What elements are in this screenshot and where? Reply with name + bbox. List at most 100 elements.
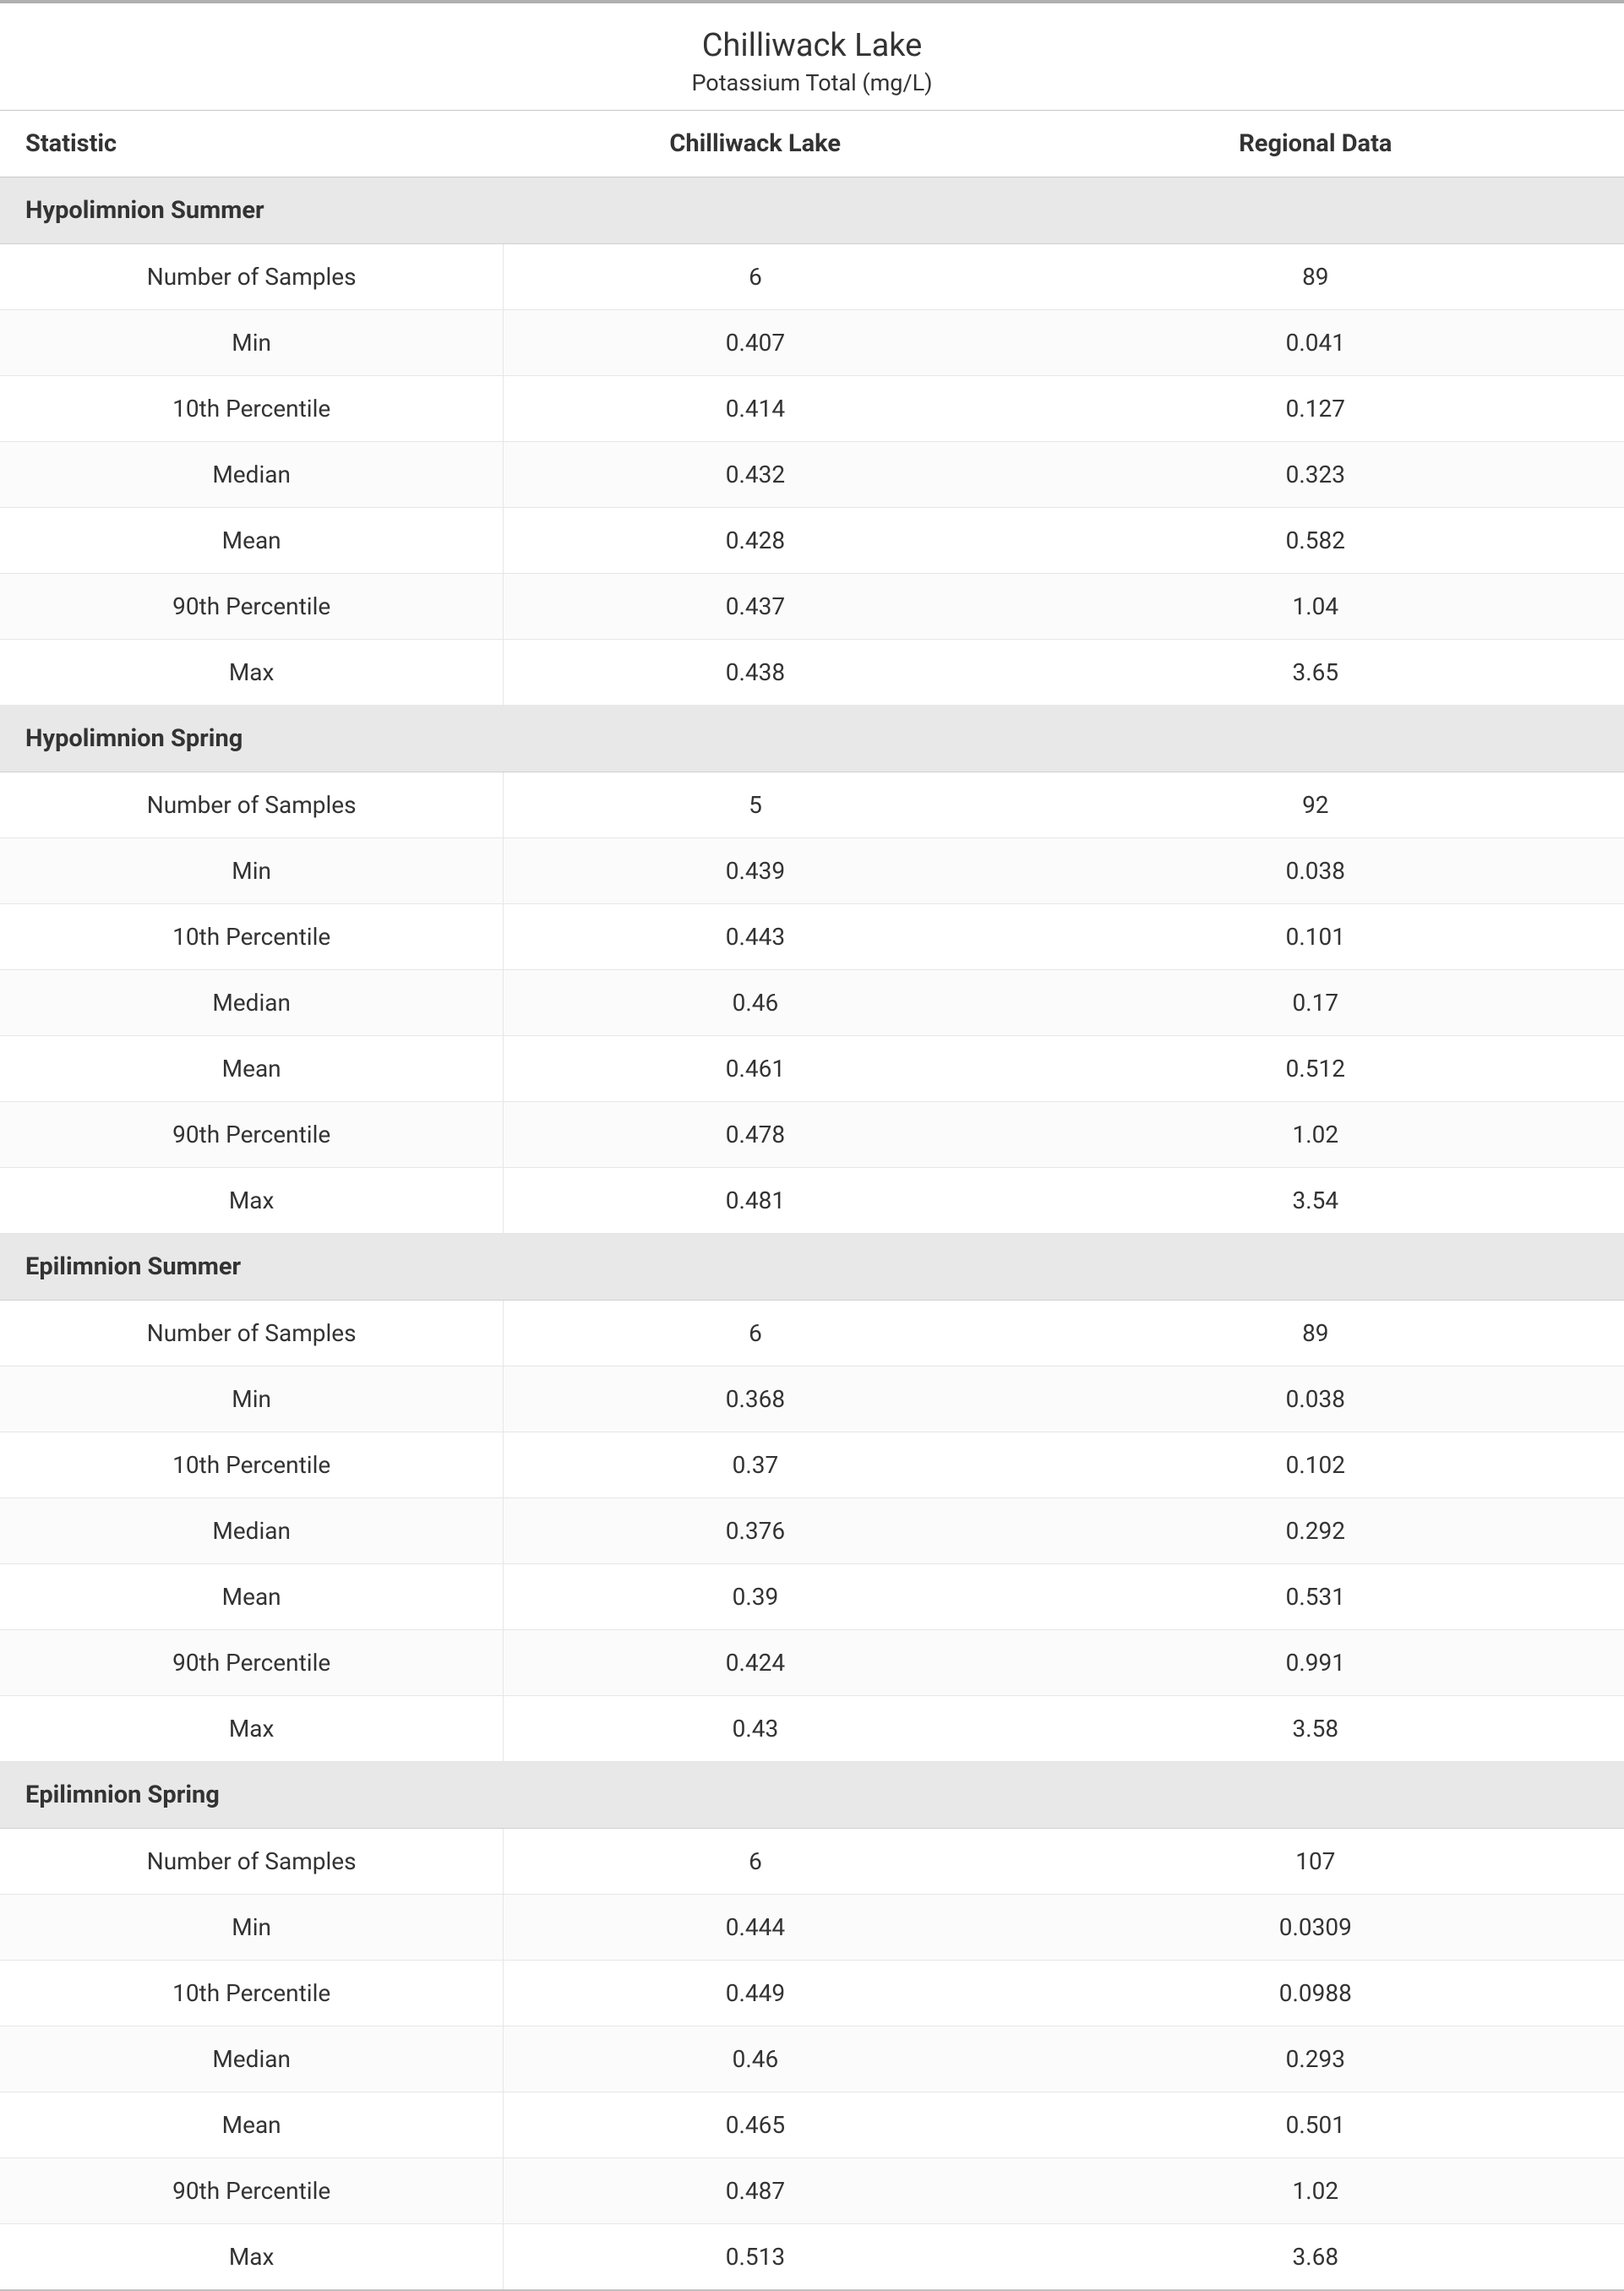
section-header: Epilimnion Spring xyxy=(0,1762,1624,1829)
table-row: Max0.433.58 xyxy=(0,1696,1624,1762)
site-value: 0.449 xyxy=(504,1961,1007,2026)
regional-value: 1.02 xyxy=(1007,2158,1624,2224)
table-row: Median0.3760.292 xyxy=(0,1498,1624,1564)
table-row: 10th Percentile0.4490.0988 xyxy=(0,1961,1624,2026)
stat-label: 10th Percentile xyxy=(0,1961,504,2026)
table-row: Min0.3680.038 xyxy=(0,1366,1624,1432)
regional-value: 89 xyxy=(1007,244,1624,310)
site-value: 6 xyxy=(504,244,1007,310)
stat-label: Max xyxy=(0,1696,504,1762)
site-value: 0.432 xyxy=(504,442,1007,508)
stat-label: Max xyxy=(0,2224,504,2291)
stat-label: Median xyxy=(0,970,504,1036)
title-block: Chilliwack Lake Potassium Total (mg/L) xyxy=(0,3,1624,111)
regional-value: 3.65 xyxy=(1007,640,1624,706)
site-value: 0.376 xyxy=(504,1498,1007,1564)
site-value: 0.46 xyxy=(504,2026,1007,2092)
stat-label: Mean xyxy=(0,1564,504,1630)
table-row: 90th Percentile0.4371.04 xyxy=(0,574,1624,640)
site-value: 0.407 xyxy=(504,310,1007,376)
regional-value: 3.68 xyxy=(1007,2224,1624,2291)
site-value: 0.46 xyxy=(504,970,1007,1036)
stat-label: Number of Samples xyxy=(0,772,504,838)
regional-value: 0.501 xyxy=(1007,2092,1624,2158)
regional-value: 0.041 xyxy=(1007,310,1624,376)
section-title: Hypolimnion Spring xyxy=(0,706,1624,772)
report-container: Chilliwack Lake Potassium Total (mg/L) S… xyxy=(0,0,1624,2291)
table-row: Max0.5133.68 xyxy=(0,2224,1624,2291)
stat-label: 90th Percentile xyxy=(0,574,504,640)
site-value: 0.438 xyxy=(504,640,1007,706)
regional-value: 0.292 xyxy=(1007,1498,1624,1564)
regional-value: 0.038 xyxy=(1007,1366,1624,1432)
table-row: 90th Percentile0.4781.02 xyxy=(0,1102,1624,1168)
stat-label: 10th Percentile xyxy=(0,1432,504,1498)
table-row: Number of Samples689 xyxy=(0,1301,1624,1366)
regional-value: 0.127 xyxy=(1007,376,1624,442)
table-row: Median0.460.17 xyxy=(0,970,1624,1036)
section-header: Epilimnion Summer xyxy=(0,1234,1624,1301)
table-header-row: Statistic Chilliwack Lake Regional Data xyxy=(0,111,1624,177)
table-row: Min0.4390.038 xyxy=(0,838,1624,904)
table-row: 10th Percentile0.4140.127 xyxy=(0,376,1624,442)
regional-value: 0.531 xyxy=(1007,1564,1624,1630)
regional-value: 1.04 xyxy=(1007,574,1624,640)
site-value: 0.443 xyxy=(504,904,1007,970)
stat-label: Mean xyxy=(0,1036,504,1102)
table-row: Number of Samples6107 xyxy=(0,1829,1624,1895)
regional-value: 0.0309 xyxy=(1007,1895,1624,1961)
stat-label: 90th Percentile xyxy=(0,2158,504,2224)
regional-value: 0.512 xyxy=(1007,1036,1624,1102)
site-value: 0.37 xyxy=(504,1432,1007,1498)
table-row: Mean0.4280.582 xyxy=(0,508,1624,574)
site-value: 0.513 xyxy=(504,2224,1007,2291)
stat-label: Number of Samples xyxy=(0,1829,504,1895)
section-title: Epilimnion Spring xyxy=(0,1762,1624,1829)
stat-label: Min xyxy=(0,1366,504,1432)
table-row: 90th Percentile0.4871.02 xyxy=(0,2158,1624,2224)
site-value: 0.428 xyxy=(504,508,1007,574)
site-value: 0.444 xyxy=(504,1895,1007,1961)
stat-label: Median xyxy=(0,1498,504,1564)
section-header: Hypolimnion Spring xyxy=(0,706,1624,772)
site-value: 0.368 xyxy=(504,1366,1007,1432)
table-row: Median0.460.293 xyxy=(0,2026,1624,2092)
regional-value: 0.991 xyxy=(1007,1630,1624,1696)
stat-label: Max xyxy=(0,1168,504,1234)
site-value: 0.439 xyxy=(504,838,1007,904)
site-value: 5 xyxy=(504,772,1007,838)
stat-label: Number of Samples xyxy=(0,1301,504,1366)
regional-value: 107 xyxy=(1007,1829,1624,1895)
stat-label: Mean xyxy=(0,508,504,574)
regional-value: 0.0988 xyxy=(1007,1961,1624,2026)
stat-label: 10th Percentile xyxy=(0,904,504,970)
col-header-site: Chilliwack Lake xyxy=(504,111,1007,177)
regional-value: 92 xyxy=(1007,772,1624,838)
table-row: 90th Percentile0.4240.991 xyxy=(0,1630,1624,1696)
table-row: Max0.4383.65 xyxy=(0,640,1624,706)
section-header: Hypolimnion Summer xyxy=(0,177,1624,244)
table-row: 10th Percentile0.4430.101 xyxy=(0,904,1624,970)
stat-label: Number of Samples xyxy=(0,244,504,310)
table-row: 10th Percentile0.370.102 xyxy=(0,1432,1624,1498)
col-header-statistic: Statistic xyxy=(0,111,504,177)
stat-label: 90th Percentile xyxy=(0,1102,504,1168)
stat-label: 10th Percentile xyxy=(0,376,504,442)
site-value: 0.414 xyxy=(504,376,1007,442)
table-row: Mean0.390.531 xyxy=(0,1564,1624,1630)
table-row: Min0.4070.041 xyxy=(0,310,1624,376)
regional-value: 0.582 xyxy=(1007,508,1624,574)
col-header-regional: Regional Data xyxy=(1007,111,1624,177)
stat-label: Median xyxy=(0,2026,504,2092)
stat-label: Median xyxy=(0,442,504,508)
table-row: Median0.4320.323 xyxy=(0,442,1624,508)
table-row: Mean0.4610.512 xyxy=(0,1036,1624,1102)
page-title: Chilliwack Lake xyxy=(0,27,1624,64)
site-value: 0.437 xyxy=(504,574,1007,640)
regional-value: 1.02 xyxy=(1007,1102,1624,1168)
site-value: 0.424 xyxy=(504,1630,1007,1696)
site-value: 0.481 xyxy=(504,1168,1007,1234)
table-row: Number of Samples592 xyxy=(0,772,1624,838)
stat-label: Max xyxy=(0,640,504,706)
site-value: 6 xyxy=(504,1301,1007,1366)
